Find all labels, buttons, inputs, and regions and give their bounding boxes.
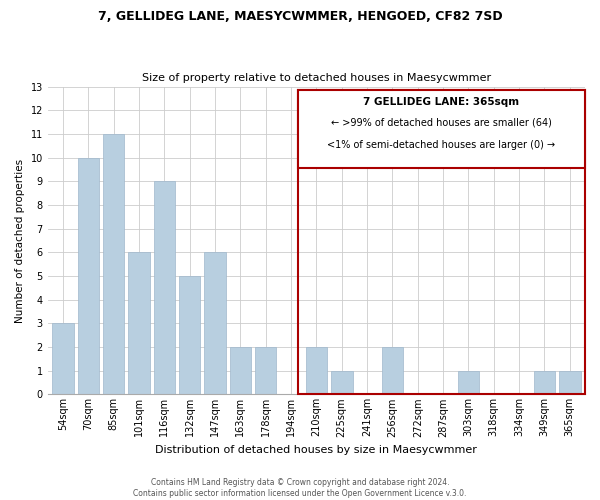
Bar (77, 158, 99, 394)
Bar (52, 324, 74, 394)
Bar (382, 347, 403, 395)
Bar (533, 370, 555, 394)
Text: <1% of semi-detached houses are larger (0) →: <1% of semi-detached houses are larger (… (327, 140, 556, 150)
Text: ← >99% of detached houses are smaller (64): ← >99% of detached houses are smaller (6… (331, 118, 552, 128)
Bar (305, 347, 327, 395)
Bar (230, 347, 251, 395)
Bar (204, 252, 226, 394)
Bar (255, 347, 277, 395)
Title: Size of property relative to detached houses in Maesycwmmer: Size of property relative to detached ho… (142, 73, 491, 83)
Bar (179, 276, 200, 394)
Bar (458, 370, 479, 394)
Bar (128, 252, 150, 394)
Text: Contains HM Land Registry data © Crown copyright and database right 2024.
Contai: Contains HM Land Registry data © Crown c… (133, 478, 467, 498)
Bar (154, 182, 175, 394)
Text: 7, GELLIDEG LANE, MAESYCWMMER, HENGOED, CF82 7SD: 7, GELLIDEG LANE, MAESYCWMMER, HENGOED, … (98, 10, 502, 23)
Bar (559, 370, 581, 394)
Y-axis label: Number of detached properties: Number of detached properties (15, 158, 25, 322)
FancyBboxPatch shape (298, 90, 585, 168)
Bar (331, 370, 353, 394)
X-axis label: Distribution of detached houses by size in Maesycwmmer: Distribution of detached houses by size … (155, 445, 478, 455)
Text: 7 GELLIDEG LANE: 365sqm: 7 GELLIDEG LANE: 365sqm (363, 98, 520, 108)
Bar (103, 134, 124, 394)
